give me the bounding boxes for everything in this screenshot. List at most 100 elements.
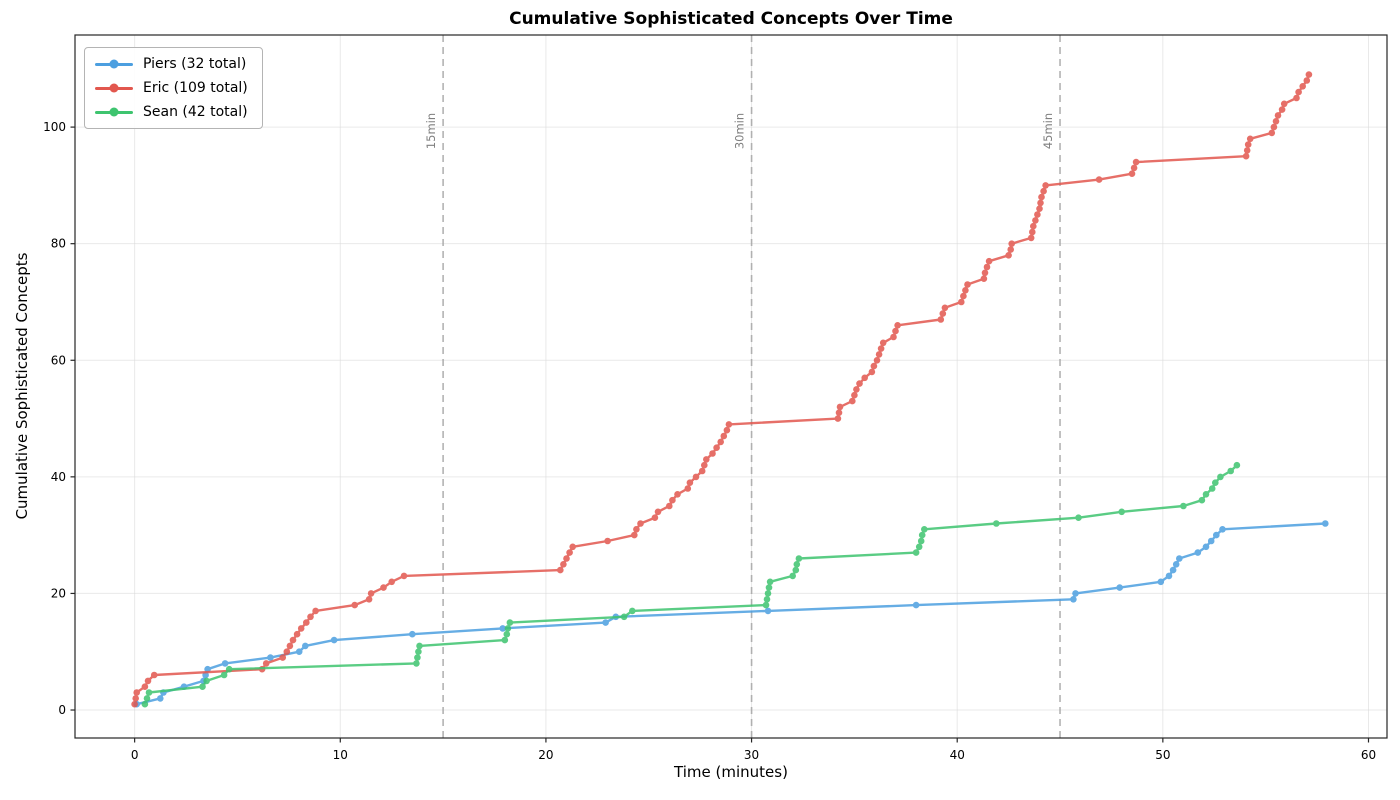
data-point [654, 508, 662, 516]
legend-line-swatch [95, 59, 133, 69]
data-point [631, 531, 638, 539]
data-point [1244, 141, 1252, 148]
data-point [144, 677, 152, 685]
data-point [766, 578, 774, 586]
data-point [604, 537, 611, 545]
data-point [912, 549, 920, 556]
data-point [297, 625, 305, 632]
data-point [793, 561, 801, 568]
data-point [849, 397, 856, 405]
data-point [941, 304, 949, 312]
legend: Piers (32 total) Eric (109 total) Sean (42… [84, 47, 263, 129]
data-point [1027, 234, 1035, 242]
legend-item: Piers (32 total) [95, 56, 248, 72]
data-point [762, 601, 770, 609]
x-tick-label: 0 [131, 748, 139, 762]
data-point [917, 537, 925, 545]
data-point [312, 607, 319, 615]
data-point [792, 566, 800, 574]
data-point [141, 683, 149, 690]
data-point [723, 426, 731, 434]
data-point [413, 660, 420, 667]
data-point [993, 520, 1000, 527]
x-tick-label: 60 [1361, 748, 1376, 762]
data-point [1008, 240, 1015, 247]
data-point [286, 642, 294, 650]
data-point [1293, 94, 1300, 102]
data-point [1268, 129, 1276, 137]
data-point [1303, 77, 1311, 84]
data-point [1070, 596, 1077, 603]
data-point [703, 456, 710, 463]
legend-label: Eric (109 total) [143, 80, 248, 96]
data-point [1246, 135, 1254, 143]
data-point [1005, 252, 1012, 259]
data-point [1278, 106, 1286, 113]
axes-spines [74, 34, 1388, 739]
x-tick-label: 30 [744, 748, 759, 762]
data-point [1165, 572, 1173, 580]
data-point [912, 601, 920, 609]
data-point [1038, 193, 1045, 201]
data-point [1180, 502, 1187, 510]
data-point [701, 461, 708, 469]
data-point [853, 386, 860, 393]
data-point [764, 607, 772, 615]
data-point [834, 415, 842, 422]
data-point [836, 403, 844, 411]
data-point [1242, 152, 1250, 160]
data-point [1036, 205, 1043, 212]
data-point [1202, 491, 1210, 498]
data-point [725, 421, 733, 428]
data-point [380, 584, 387, 591]
data-point [199, 683, 206, 690]
data-point [1007, 246, 1014, 253]
y-tick-label: 0 [58, 703, 66, 717]
data-point [409, 630, 416, 638]
data-point [1233, 461, 1241, 469]
data-point [602, 619, 609, 626]
vline-label: 45min [1041, 113, 1055, 149]
legend-marker-dot [109, 83, 119, 93]
data-point [835, 409, 843, 417]
data-point [131, 700, 138, 708]
data-point [133, 689, 140, 696]
data-point [499, 625, 507, 632]
data-point [1212, 479, 1219, 487]
data-point [143, 695, 151, 702]
data-point [303, 619, 310, 626]
data-point [877, 345, 885, 352]
data-point [132, 695, 139, 702]
data-point [1130, 164, 1138, 172]
data-point [637, 520, 644, 527]
data-point [560, 561, 567, 568]
data-point [1169, 566, 1177, 574]
data-point [666, 502, 673, 510]
data-point [873, 357, 881, 364]
data-point [686, 479, 694, 487]
data-point [674, 491, 681, 498]
data-point [870, 362, 878, 370]
data-point [1272, 118, 1280, 125]
legend-marker-dot [109, 59, 119, 69]
legend-line-swatch [95, 83, 133, 93]
data-point [220, 671, 228, 679]
data-point [851, 391, 858, 399]
legend-label: Piers (32 total) [143, 56, 247, 72]
data-point [157, 695, 164, 702]
data-point [981, 269, 989, 277]
data-point [400, 572, 408, 580]
data-point [293, 630, 301, 638]
data-point [503, 630, 511, 638]
data-point [569, 543, 576, 551]
data-point [506, 619, 514, 626]
data-point [620, 613, 628, 621]
data-point [1034, 211, 1041, 218]
data-point [915, 543, 923, 551]
data-point [504, 625, 512, 632]
legend-label: Sean (42 total) [143, 104, 248, 120]
data-point [1213, 531, 1220, 539]
data-point [225, 665, 233, 673]
